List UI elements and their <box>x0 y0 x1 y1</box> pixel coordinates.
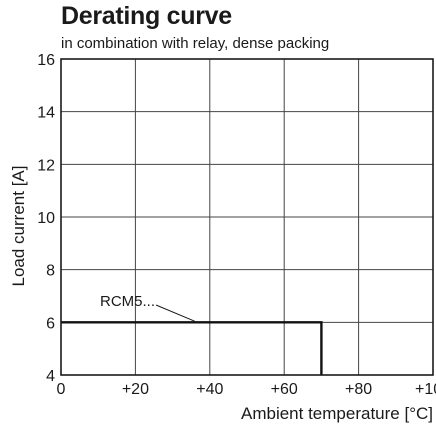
y-tick-label: 8 <box>46 263 55 280</box>
x-tick-label: 0 <box>57 381 66 398</box>
y-tick-label: 14 <box>37 105 55 122</box>
y-tick-labels: 4 6 8 10 12 14 16 <box>37 52 55 385</box>
y-tick-label: 6 <box>46 315 55 332</box>
chart-title: Derating curve <box>61 2 232 30</box>
y-tick-label: 16 <box>37 52 55 69</box>
x-tick-labels: 0 +20 +40 +60 +80 +100 <box>57 381 436 398</box>
annotations: RCM5... <box>100 293 196 322</box>
x-tick-label: +100 <box>415 381 436 398</box>
plot-border <box>60 58 434 376</box>
series-layer <box>61 321 323 375</box>
x-axis-label: Ambient temperature [°C] <box>241 404 433 423</box>
y-tick-label: 12 <box>37 157 55 174</box>
x-tick-label: +60 <box>271 381 298 398</box>
annotation-label: RCM5... <box>100 293 155 310</box>
plot-frame <box>60 58 434 376</box>
y-tick-label: 4 <box>46 368 55 385</box>
annotation-leader <box>155 304 196 322</box>
y-axis-label: Load current [A] <box>9 166 28 287</box>
grid-lines <box>60 58 434 376</box>
chart-subtitle: in combination with relay, dense packing <box>61 35 330 52</box>
x-tick-label: +80 <box>345 381 372 398</box>
series-line <box>61 321 323 375</box>
x-tick-label: +40 <box>196 381 223 398</box>
y-tick-label: 10 <box>37 210 55 227</box>
x-tick-label: +20 <box>122 381 149 398</box>
